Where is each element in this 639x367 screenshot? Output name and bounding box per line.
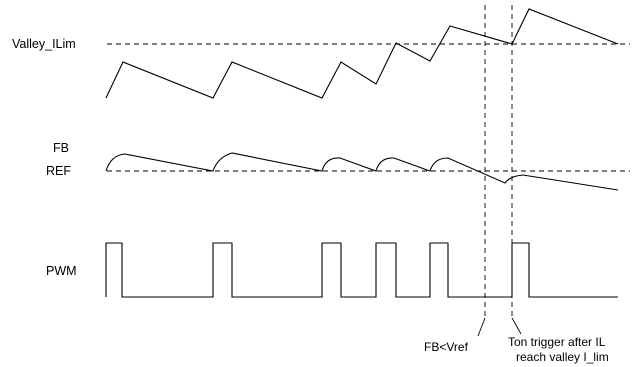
- ref-label: REF: [46, 164, 71, 178]
- valley-ilim-label: Valley_ILim: [12, 37, 76, 51]
- ton-trigger-annotation-line2: reach valley I_lim: [516, 350, 609, 364]
- fb-label: FB: [53, 141, 69, 155]
- inductor-current-waveform: [106, 9, 618, 98]
- fb-below-vref-annotation: FB<Vref: [424, 340, 469, 354]
- fb-below-vref-leader-line: [478, 318, 485, 336]
- pwm-waveform: [106, 243, 618, 297]
- ton-trigger-annotation-line1: Ton trigger after IL: [508, 335, 606, 349]
- fb-waveform: [106, 153, 618, 190]
- pwm-label: PWM: [46, 264, 77, 278]
- ton-trigger-leader-line: [512, 318, 521, 334]
